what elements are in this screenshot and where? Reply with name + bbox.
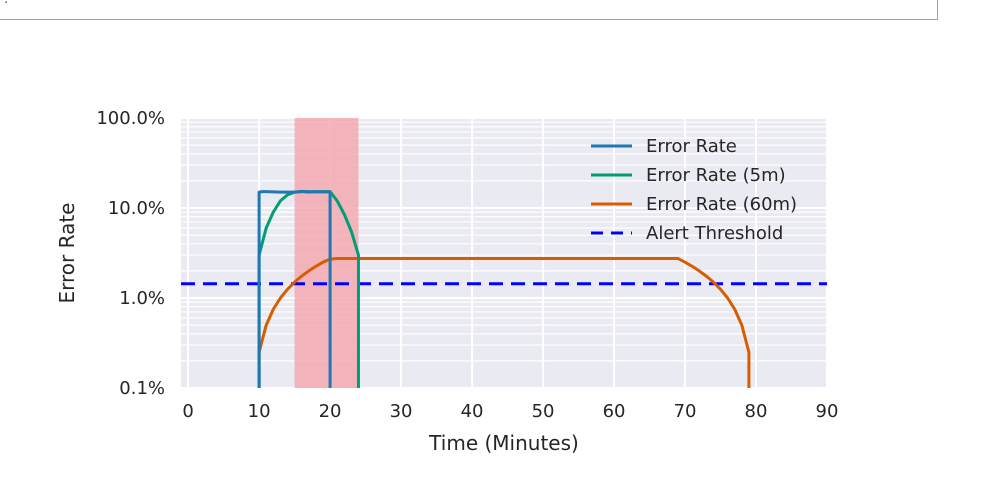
- x-tick-label: 40: [461, 401, 484, 422]
- y-axis-label: Error Rate: [55, 203, 79, 304]
- x-tick-labels: 0 10 20 30 40 50 60 70 80 90: [182, 401, 838, 422]
- highlight-span: [294, 118, 359, 388]
- x-tick-label: 20: [319, 401, 342, 422]
- x-tick-label: 50: [532, 401, 555, 422]
- series-group: [181, 189, 827, 388]
- legend-label-error-rate-60m: Error Rate (60m): [646, 194, 797, 215]
- legend: Error Rate Error Rate (5m) Error Rate (60m…: [591, 136, 797, 244]
- top-panel-frame: '.: [0, 0, 938, 20]
- x-tick-label: 70: [674, 401, 697, 422]
- plot-background: [181, 118, 827, 388]
- y-tick-label: 10.0%: [108, 198, 165, 219]
- x-tick-label: 60: [603, 401, 626, 422]
- minor-grid: [181, 121, 827, 362]
- legend-label-error-rate: Error Rate: [646, 136, 737, 157]
- top-panel-text: '.: [1, 0, 8, 6]
- legend-label-error-rate-5m: Error Rate (5m): [646, 165, 786, 186]
- x-tick-label: 80: [745, 401, 768, 422]
- x-tick-label: 30: [390, 401, 413, 422]
- series-line-error-rate-60m: [257, 256, 751, 388]
- y-tick-label: 100.0%: [96, 108, 165, 129]
- legend-label-alert-threshold: Alert Threshold: [646, 223, 783, 244]
- series-line-error-rate: [257, 190, 332, 388]
- y-tick-label: 0.1%: [119, 378, 165, 399]
- x-tick-label: 90: [816, 401, 839, 422]
- y-tick-labels: 0.1% 1.0% 10.0% 100.0%: [96, 108, 165, 399]
- x-tick-label: 10: [248, 401, 271, 422]
- y-tick-label: 1.0%: [119, 288, 165, 309]
- x-tick-label: 0: [182, 401, 193, 422]
- x-axis-label: Time (Minutes): [428, 431, 579, 455]
